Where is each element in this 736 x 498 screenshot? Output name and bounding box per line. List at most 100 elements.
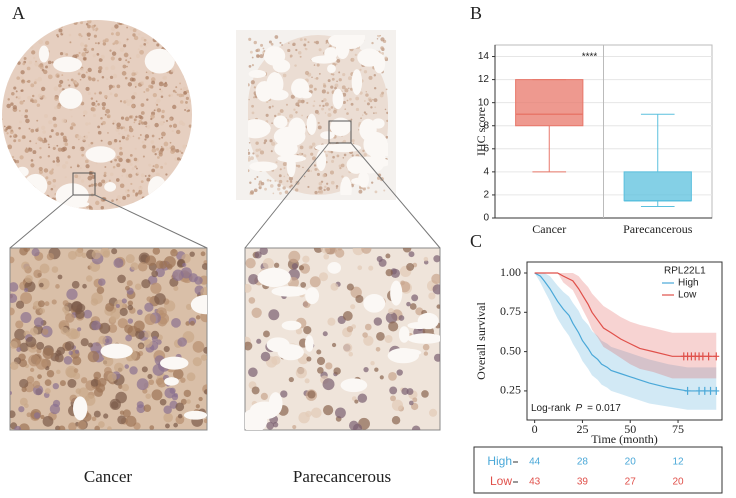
tissue-cell (143, 43, 147, 46)
tissue-cell (37, 136, 42, 142)
tissue-cell (77, 163, 79, 166)
tissue-cell (16, 76, 20, 80)
tissue-cell (98, 335, 107, 345)
tissue-cell (321, 89, 326, 94)
tissue-cell (355, 294, 364, 303)
tissue-cell (161, 136, 164, 139)
tissue-cell (170, 192, 174, 195)
tissue-cell (141, 121, 145, 125)
y-tick-label: 0.25 (500, 383, 521, 397)
tissue-cell (201, 263, 207, 270)
tissue-cell (39, 156, 42, 159)
tissue-cell (49, 403, 61, 415)
tissue-cell (91, 107, 96, 112)
tissue-cell (8, 67, 13, 72)
tissue-cell (100, 139, 103, 142)
risk-count: 20 (672, 477, 684, 488)
tissue-cell (102, 106, 106, 110)
tissue-cell (39, 65, 44, 70)
tissue-cell (260, 351, 271, 362)
tissue-cell (354, 53, 357, 57)
tissue-cell (185, 96, 189, 100)
tissue-cell (145, 45, 147, 48)
tissue-cell (258, 184, 262, 188)
tissue-cell (396, 369, 403, 376)
tissue-cell (11, 155, 15, 159)
tissue-cell (97, 130, 102, 135)
tissue-cell (121, 298, 127, 304)
tissue-space (311, 55, 337, 64)
tissue-cell (78, 51, 81, 54)
tissue-space (255, 80, 273, 102)
tissue-cell (290, 184, 293, 187)
tissue-cell (172, 123, 178, 128)
tissue-cell (385, 88, 388, 91)
tissue-cell (29, 45, 34, 49)
tissue-cell (39, 263, 50, 274)
panel-label: B (470, 3, 482, 23)
tissue-cell (380, 37, 385, 42)
tissue-cell (91, 174, 96, 179)
tissue-cell (329, 170, 335, 175)
tissue-cell (259, 150, 265, 155)
tissue-cell (256, 176, 259, 178)
tissue-cell (153, 20, 159, 25)
tissue-cell (362, 332, 368, 338)
tissue-cell (4, 167, 9, 172)
tissue-cell (124, 324, 133, 334)
tissue-cell (2, 192, 5, 195)
y-tick-label: 0 (483, 213, 489, 224)
tissue-cell (173, 422, 178, 428)
tissue-cell (347, 76, 352, 81)
tissue-cell (103, 171, 107, 175)
tissue-cell (120, 116, 125, 120)
tissue-cell (8, 62, 12, 66)
tissue-cell (133, 121, 136, 124)
tissue-cell (5, 25, 9, 29)
tissue-cell (104, 113, 107, 116)
tissue-cell (52, 116, 57, 121)
tissue-cell (5, 29, 9, 34)
tissue-cell (309, 84, 314, 89)
tissue-cell (116, 195, 122, 200)
tissue-cell (114, 139, 118, 143)
tissue-cell (160, 165, 164, 169)
tissue-cell (53, 86, 59, 91)
tissue-cell (33, 412, 41, 419)
tissue-cell (116, 125, 121, 130)
tissue-cell (87, 67, 92, 73)
tissue-cell (284, 190, 289, 194)
tissue-cell (297, 164, 301, 168)
tissue-cell (52, 382, 59, 390)
tissue-cell (385, 253, 391, 259)
tissue-cell (188, 273, 198, 283)
y-tick-label: 12 (478, 74, 490, 85)
tissue-cell (55, 73, 60, 78)
tissue-cell (132, 69, 135, 73)
tissue-cell (52, 146, 56, 150)
tissue-cell (146, 200, 151, 205)
tissue-cell (134, 85, 137, 88)
tissue-cell (313, 100, 316, 103)
tissue-cell (9, 169, 13, 173)
tissue-cell (135, 194, 138, 197)
tissue-cell (203, 346, 207, 354)
tissue-cell (78, 33, 82, 37)
tissue-cell (188, 57, 192, 61)
tissue-cell (129, 77, 134, 82)
censor-mark (713, 352, 720, 361)
tissue-cell (115, 31, 121, 37)
tissue-cell (349, 87, 353, 91)
tissue-cell (13, 56, 17, 60)
tissue-cell (348, 351, 354, 357)
tissue-cell (25, 336, 37, 348)
tissue-cell (2, 179, 5, 182)
tissue-cell (2, 43, 4, 47)
tissue-cell (165, 423, 170, 429)
tissue-cell (348, 87, 350, 90)
tissue-cell (365, 112, 368, 116)
tissue-cell (36, 29, 41, 34)
tissue-cell (363, 366, 369, 373)
tissue-cell (297, 99, 302, 104)
tissue-cell (157, 35, 162, 40)
